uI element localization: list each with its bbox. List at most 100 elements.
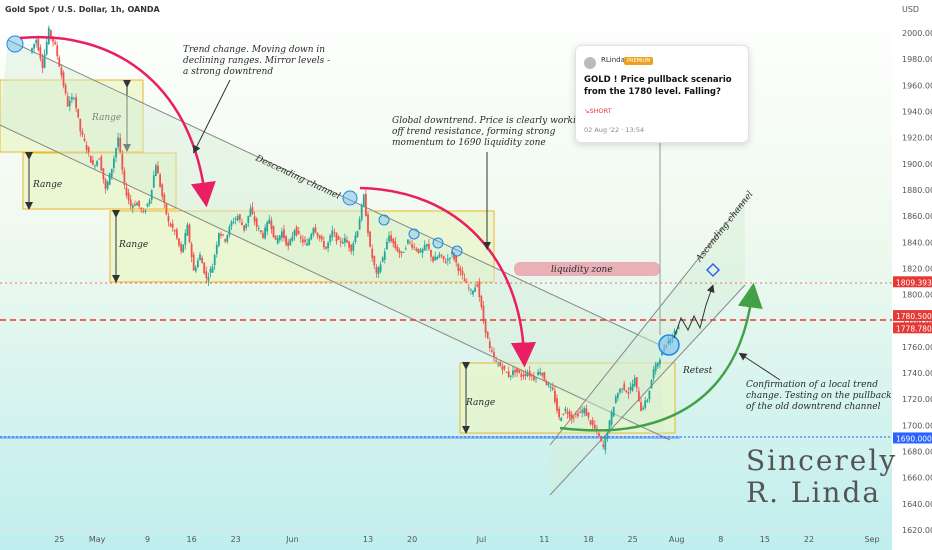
candle-body — [140, 208, 143, 210]
candle-body — [457, 263, 460, 271]
idea-card[interactable]: RLinda PREMIUM GOLD ! Price pullback sce… — [575, 45, 749, 143]
candle-body — [39, 47, 42, 59]
highlight-circle-3 — [378, 214, 390, 226]
time-tick-label: 18 — [583, 535, 593, 544]
candle-body — [432, 256, 434, 262]
candle-body — [323, 241, 325, 248]
time-tick-label: 13 — [363, 535, 373, 544]
annotation-pointer-1 — [193, 79, 231, 154]
candle-body — [138, 200, 140, 207]
time-axis[interactable]: 25 May 9 16 23 Jun 13 20 Jul 11 18 25 Aug 8 15 22 Sep — [54, 535, 879, 544]
candle-body — [568, 411, 571, 418]
liquidity-zone-band — [514, 262, 660, 276]
candle-body — [188, 224, 191, 243]
highlight-circle-5 — [432, 237, 444, 249]
candle-body — [596, 428, 598, 430]
candle-body — [480, 296, 483, 307]
price-axis-panel — [892, 0, 932, 550]
time-tick-label: 25 — [628, 535, 638, 544]
candle-body — [54, 42, 56, 45]
candle-body — [612, 406, 615, 417]
candle-body — [33, 43, 35, 49]
candle-body — [465, 281, 468, 283]
candle-body — [182, 244, 185, 253]
candle-body — [551, 387, 554, 390]
candle-body — [535, 378, 537, 380]
candle-body — [136, 202, 138, 206]
candle-body — [388, 235, 390, 242]
candle-body — [474, 287, 476, 292]
candle-body — [625, 390, 628, 393]
highlight-circle-6 — [451, 245, 463, 257]
candle-body — [346, 239, 348, 243]
candle-body — [155, 165, 157, 177]
candle-body — [566, 411, 569, 414]
range-label-2: Range — [32, 180, 62, 190]
candle-body — [331, 230, 334, 238]
candle-body — [356, 231, 359, 237]
candle-body — [652, 369, 655, 379]
range-box-3 — [109, 210, 495, 283]
candle-body — [526, 373, 529, 376]
candle-body — [442, 255, 445, 260]
candle-body — [600, 436, 602, 441]
candle-body — [245, 223, 248, 229]
candle-body — [547, 384, 550, 386]
candle-body — [623, 383, 626, 391]
candle-body — [585, 408, 588, 416]
candle-body — [73, 98, 75, 100]
range-label-4: Range — [465, 398, 495, 408]
candle-body — [417, 248, 420, 253]
trend-change-arrow — [19, 35, 216, 208]
candle-body — [222, 234, 224, 236]
candle-body — [316, 232, 319, 237]
candle-body — [56, 45, 59, 57]
candle-body — [495, 360, 497, 362]
idea-title[interactable]: GOLD ! Price pullback scenario from the … — [584, 75, 732, 97]
candle-body — [312, 228, 315, 235]
candle-body — [47, 27, 50, 44]
candle-body — [234, 218, 237, 220]
candle-body — [507, 371, 510, 378]
price-tick-label: 1800.00 — [902, 291, 932, 300]
price-tick-label: 1820.00 — [902, 264, 932, 273]
range-box-4 — [459, 362, 676, 434]
candle-body — [415, 248, 418, 251]
candle-body — [87, 147, 90, 153]
retest-label: Retest — [682, 366, 713, 376]
author-avatar — [584, 57, 596, 69]
candle-body — [386, 241, 388, 250]
candle-body — [295, 226, 298, 236]
candle-body — [192, 254, 195, 271]
candle-body — [50, 30, 52, 37]
candle-body — [419, 250, 422, 253]
price-axis[interactable]: 1620.00 1640.00 1660.00 1680.00 1700.00 1720.… — [902, 29, 932, 535]
idea-date: 02 Aug '22 · 13:54 — [584, 126, 645, 134]
candle-body — [220, 234, 222, 236]
price-tick-label: 1940.00 — [902, 107, 932, 116]
candle-body — [144, 210, 147, 212]
candle-body — [100, 156, 103, 171]
candle-body — [484, 318, 487, 333]
candle-body — [106, 181, 109, 189]
candle-body — [119, 137, 122, 152]
candle-body — [68, 100, 71, 107]
author-name[interactable]: RLinda — [601, 56, 625, 64]
candle-body — [320, 236, 323, 240]
highlight-circle-4 — [408, 228, 420, 240]
candle-body — [186, 224, 189, 236]
candle-body — [650, 380, 653, 389]
candle-body — [486, 331, 489, 339]
candle-body — [604, 437, 607, 451]
candle-body — [449, 258, 451, 260]
candle-body — [572, 417, 575, 419]
candle-body — [94, 165, 96, 167]
candle-body — [472, 290, 474, 295]
candle-body — [461, 270, 464, 276]
candle-body — [579, 412, 581, 413]
price-tick-label: 1980.00 — [902, 55, 932, 64]
candle-body — [470, 289, 472, 291]
price-tick-label: 1660.00 — [902, 474, 932, 483]
